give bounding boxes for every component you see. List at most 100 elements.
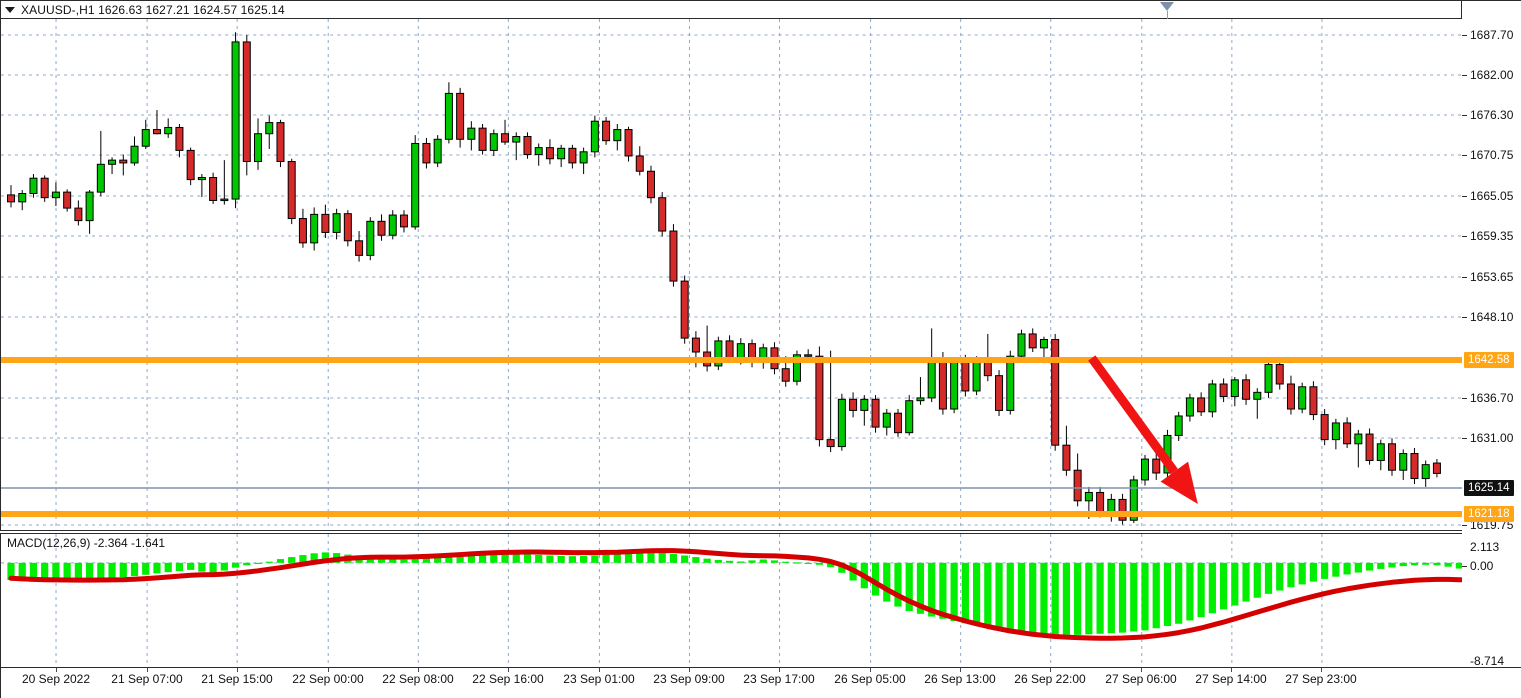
candle-body bbox=[523, 135, 532, 156]
candle-body bbox=[849, 398, 858, 411]
candlestick bbox=[242, 34, 251, 176]
macd-histogram-bar bbox=[658, 552, 666, 563]
candlestick bbox=[1051, 333, 1060, 451]
candlestick bbox=[1309, 381, 1318, 421]
candlestick bbox=[534, 143, 543, 166]
candlestick bbox=[1432, 459, 1441, 478]
macd-histogram-bar bbox=[1006, 562, 1014, 631]
candle-body bbox=[1129, 479, 1138, 521]
candlestick bbox=[175, 123, 184, 158]
candle-body bbox=[624, 129, 633, 157]
macd-histogram-bar bbox=[265, 561, 273, 563]
macd-indicator-pane[interactable]: MACD(12,26,9) -2.364 -1.641 bbox=[0, 533, 1462, 668]
macd-scale-label: 2.113 bbox=[1470, 540, 1500, 554]
candlestick bbox=[377, 214, 386, 241]
macd-histogram-bar bbox=[995, 562, 1003, 629]
macd-histogram-bar bbox=[1399, 562, 1407, 567]
candle-body bbox=[7, 194, 16, 203]
candlestick bbox=[860, 395, 869, 426]
triangle-down-icon[interactable] bbox=[5, 6, 15, 13]
price-scale-axis[interactable]: 1687.70 1682.00 1676.30 1670.75 1665.05 1659.… bbox=[1462, 0, 1521, 668]
macd-histogram-bar bbox=[310, 553, 318, 563]
candlestick bbox=[1365, 428, 1374, 465]
candle-body bbox=[209, 177, 218, 201]
candle-body bbox=[995, 375, 1004, 411]
time-tick bbox=[508, 668, 509, 672]
macd-histogram-bar bbox=[905, 562, 913, 612]
macd-histogram-bar bbox=[1130, 562, 1138, 632]
price-tick bbox=[1462, 35, 1467, 36]
macd-histogram-bar bbox=[231, 562, 240, 568]
candlestick bbox=[635, 146, 644, 176]
price-tick bbox=[1462, 277, 1467, 278]
price-scale-label: 1676.30 bbox=[1470, 108, 1514, 122]
macd-histogram-bar bbox=[1118, 562, 1127, 633]
candle-body bbox=[1039, 339, 1048, 349]
price-level-badge[interactable]: 1642.58 bbox=[1464, 352, 1514, 368]
candle-body bbox=[781, 368, 790, 382]
candle-body bbox=[658, 197, 667, 232]
candlestick bbox=[164, 118, 173, 138]
macd-histogram-bar bbox=[782, 561, 790, 563]
candlestick bbox=[1399, 449, 1408, 480]
macd-histogram-bar bbox=[1422, 562, 1430, 565]
macd-histogram-bar bbox=[725, 560, 734, 563]
macd-histogram-bar bbox=[512, 553, 520, 563]
candle-body bbox=[1320, 414, 1329, 441]
candle-body bbox=[343, 213, 352, 242]
candle-body bbox=[152, 129, 161, 135]
candle-body bbox=[905, 400, 914, 434]
time-scale-axis[interactable]: 20 Sep 2022 21 Sep 07:00 21 Sep 15:00 22 Se… bbox=[0, 668, 1462, 698]
down-arrow-annotation[interactable] bbox=[1088, 355, 1198, 504]
macd-histogram-bar bbox=[748, 560, 756, 563]
candlestick bbox=[489, 129, 498, 156]
arrow-shaft bbox=[1088, 355, 1178, 475]
candle-body bbox=[1399, 453, 1408, 471]
candlestick bbox=[1298, 382, 1307, 414]
candle-body bbox=[186, 149, 195, 181]
time-scale-label: 26 Sep 05:00 bbox=[834, 672, 906, 686]
candlestick bbox=[916, 377, 925, 405]
time-tick bbox=[599, 668, 600, 672]
time-tick bbox=[1321, 668, 1322, 672]
price-level-badge[interactable]: 1625.14 bbox=[1464, 480, 1514, 496]
candlestick bbox=[658, 192, 667, 237]
candlestick bbox=[231, 32, 240, 209]
candlestick bbox=[265, 115, 274, 150]
candle-body bbox=[1275, 364, 1284, 385]
candle-body bbox=[321, 213, 330, 233]
candle-body bbox=[534, 147, 543, 156]
macd-histogram-bar bbox=[29, 562, 38, 581]
macd-histogram-bar bbox=[400, 559, 408, 563]
candle-body bbox=[108, 159, 117, 165]
macd-histogram-bar bbox=[984, 562, 992, 628]
candlestick bbox=[680, 275, 689, 344]
macd-histogram-bar bbox=[939, 562, 947, 619]
time-scale-label: 27 Sep 06:00 bbox=[1105, 672, 1177, 686]
candle-body bbox=[579, 151, 588, 164]
candlestick bbox=[893, 409, 902, 437]
time-tick bbox=[237, 668, 238, 672]
chart-header[interactable]: XAUUSD-,H1 1626.63 1627.21 1624.57 1625.… bbox=[0, 0, 1462, 18]
macd-histogram-bar bbox=[1365, 562, 1374, 571]
macd-histogram-bar bbox=[523, 553, 532, 563]
candlestick bbox=[815, 346, 824, 447]
candlestick bbox=[1264, 360, 1273, 398]
macd-histogram-bar bbox=[153, 562, 161, 574]
candle-body bbox=[175, 126, 184, 151]
macd-histogram-bar bbox=[254, 562, 262, 565]
candlestick bbox=[624, 126, 633, 162]
time-scale-label: 22 Sep 00:00 bbox=[292, 672, 364, 686]
price-tick bbox=[1462, 317, 1467, 318]
macd-histogram-bar bbox=[928, 562, 936, 617]
macd-histogram-bar bbox=[411, 558, 419, 563]
candlestick bbox=[714, 336, 723, 371]
macd-histogram-bar bbox=[568, 556, 576, 563]
macd-histogram-bar bbox=[669, 553, 678, 563]
price-tick bbox=[1462, 438, 1467, 439]
price-chart-pane[interactable] bbox=[0, 18, 1462, 531]
price-scale-label: 1653.65 bbox=[1470, 270, 1514, 284]
price-level-badge[interactable]: 1621.18 bbox=[1464, 506, 1514, 522]
candle-body bbox=[950, 361, 959, 410]
candlestick bbox=[1062, 425, 1071, 476]
